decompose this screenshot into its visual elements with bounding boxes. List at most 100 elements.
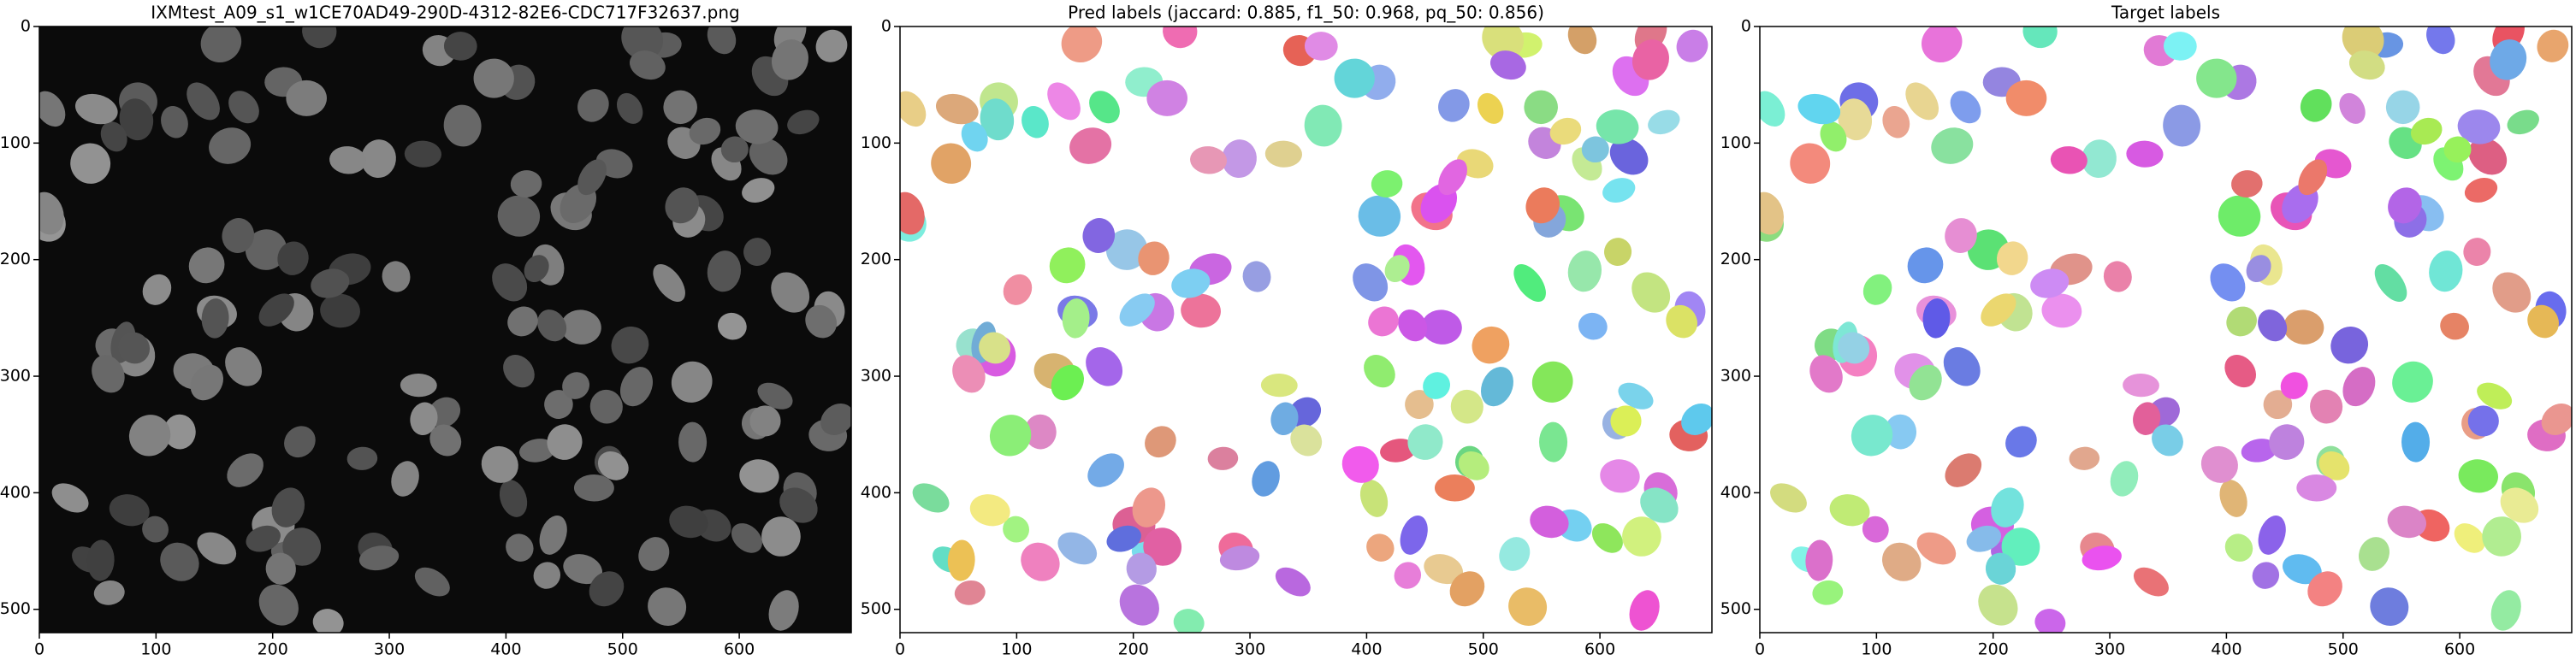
nucleus bbox=[1022, 106, 1049, 138]
nucleus bbox=[1222, 139, 1257, 178]
nucleus bbox=[2005, 426, 2037, 458]
nucleus bbox=[51, 483, 89, 513]
nucleus bbox=[1820, 121, 1847, 152]
x-tick-label: 300 bbox=[374, 640, 405, 659]
nucleus bbox=[1047, 82, 1081, 121]
panel-title: IXMtest_A09_s1_w1CE70AD49-290D-4312-82E6… bbox=[151, 3, 739, 23]
nucleus bbox=[320, 293, 360, 328]
nucleus bbox=[2468, 138, 2508, 175]
y-tick-label: 0 bbox=[21, 17, 31, 36]
nucleus bbox=[2103, 261, 2132, 292]
x-tick-label: 500 bbox=[2328, 640, 2359, 659]
nucleus bbox=[2458, 459, 2498, 493]
nucleus bbox=[900, 192, 925, 235]
nucleus bbox=[1916, 532, 1957, 565]
nucleus bbox=[1676, 29, 1708, 62]
nucleus bbox=[1805, 539, 1833, 581]
nucleus bbox=[271, 487, 305, 527]
nucleus bbox=[547, 424, 583, 460]
nucleus bbox=[1173, 609, 1205, 633]
nucleus bbox=[2410, 117, 2443, 145]
nucleus bbox=[1489, 50, 1526, 80]
nucleus bbox=[2339, 92, 2366, 124]
nucleus bbox=[1304, 104, 1342, 147]
nucleus bbox=[519, 439, 555, 463]
nucleus bbox=[707, 250, 742, 292]
nucleus bbox=[1353, 263, 1389, 302]
nucleus bbox=[1405, 390, 1434, 419]
nucleus bbox=[86, 539, 115, 581]
nucleus bbox=[947, 539, 975, 581]
nucleus bbox=[481, 445, 518, 483]
nucleus bbox=[2370, 587, 2409, 627]
nucleus bbox=[573, 474, 614, 502]
nucleus bbox=[771, 272, 810, 313]
nucleus bbox=[160, 542, 199, 581]
nucleus bbox=[1681, 403, 1712, 435]
x-tick-label: 500 bbox=[607, 640, 638, 659]
nucleus bbox=[537, 309, 567, 342]
nucleus bbox=[931, 143, 972, 184]
nucleus bbox=[678, 421, 708, 463]
nucleus bbox=[653, 264, 685, 302]
nucleus bbox=[1126, 552, 1157, 585]
y-tick-label: 0 bbox=[881, 17, 891, 36]
nucleus bbox=[39, 192, 64, 235]
nucleus bbox=[109, 494, 150, 527]
nucleus bbox=[1760, 192, 1784, 235]
nucleus bbox=[912, 483, 950, 513]
nucleus bbox=[302, 27, 337, 49]
nucleus bbox=[312, 609, 344, 633]
nucleus bbox=[1770, 483, 1807, 513]
x-tick-label: 400 bbox=[2211, 640, 2241, 659]
nucleus bbox=[2283, 554, 2322, 585]
nucleus bbox=[1629, 590, 1660, 631]
nucleus bbox=[2387, 505, 2427, 539]
nucleus bbox=[2482, 516, 2521, 557]
nucleus bbox=[1089, 91, 1120, 124]
nucleus bbox=[2001, 527, 2040, 566]
nucleus bbox=[2283, 309, 2324, 345]
nucleus bbox=[1171, 268, 1211, 298]
image-panel bbox=[1760, 27, 2572, 633]
nucleus bbox=[749, 138, 788, 175]
nucleus bbox=[669, 505, 708, 539]
nucleus bbox=[1524, 90, 1558, 125]
nucleus bbox=[1394, 562, 1422, 589]
nucleus bbox=[2133, 402, 2161, 435]
nucleus bbox=[414, 567, 450, 597]
nucleus bbox=[1105, 229, 1148, 270]
nucleus bbox=[2269, 424, 2305, 460]
nucleus bbox=[1499, 537, 1531, 571]
nucleus bbox=[2464, 178, 2498, 203]
nucleus bbox=[2401, 421, 2431, 463]
nucleus bbox=[1921, 27, 1963, 62]
nucleus bbox=[954, 580, 986, 605]
nucleus bbox=[779, 487, 818, 523]
nucleus bbox=[562, 372, 590, 399]
x-tick-label: 600 bbox=[724, 640, 755, 659]
nucleus bbox=[1003, 274, 1033, 305]
nucleus bbox=[611, 326, 649, 364]
nucleus bbox=[2454, 523, 2485, 553]
nucleus bbox=[404, 140, 442, 168]
nucleus bbox=[2348, 50, 2385, 80]
nucleus bbox=[2258, 516, 2286, 555]
y-tick-label: 400 bbox=[861, 483, 891, 502]
nucleus bbox=[2507, 109, 2539, 135]
nucleus bbox=[757, 382, 793, 410]
nucleus bbox=[2041, 293, 2082, 328]
x-tick-label: 600 bbox=[1584, 640, 1615, 659]
nucleus bbox=[1945, 218, 1977, 253]
nucleus bbox=[1567, 250, 1602, 292]
y-tick-label: 100 bbox=[861, 133, 891, 152]
nucleus bbox=[1981, 293, 2016, 327]
x-tick-label: 200 bbox=[1118, 640, 1149, 659]
nucleus bbox=[735, 109, 779, 144]
nucleus bbox=[1384, 255, 1410, 283]
nucleus bbox=[1368, 306, 1399, 337]
nucleus bbox=[282, 527, 322, 566]
x-tick-label: 300 bbox=[1235, 640, 1265, 659]
nucleus bbox=[2318, 451, 2350, 480]
nucleus bbox=[1931, 127, 1974, 164]
